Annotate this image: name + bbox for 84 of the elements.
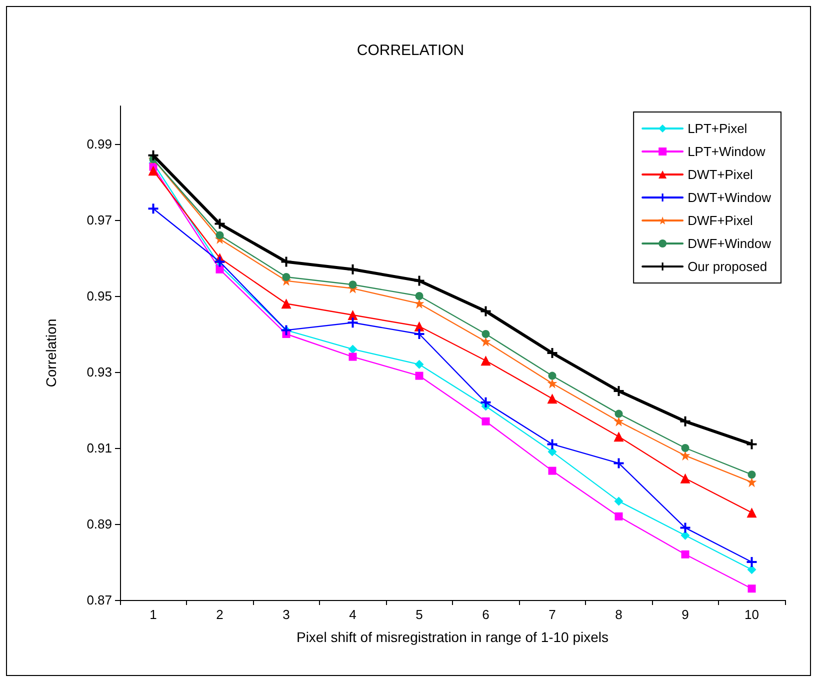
point bbox=[281, 256, 292, 267]
point bbox=[282, 273, 290, 281]
legend-label: LPT+Pixel bbox=[688, 121, 748, 136]
legend-label: DWF+Pixel bbox=[688, 213, 754, 228]
point bbox=[547, 439, 558, 450]
point bbox=[746, 439, 757, 450]
x-tick-label: 3 bbox=[282, 607, 290, 622]
legend-label: DWT+Window bbox=[688, 190, 772, 205]
point bbox=[614, 512, 623, 520]
y-tick-label: 0.99 bbox=[86, 136, 112, 152]
point bbox=[214, 256, 225, 267]
x-tick-label: 8 bbox=[615, 607, 622, 622]
point bbox=[415, 372, 424, 380]
legend-label: LPT+Window bbox=[688, 144, 766, 159]
x-tick-label: 5 bbox=[416, 607, 423, 622]
point bbox=[614, 432, 624, 442]
point bbox=[348, 318, 358, 328]
x-tick-label: 6 bbox=[482, 607, 490, 622]
x-tick-label: 7 bbox=[548, 607, 556, 622]
point bbox=[148, 204, 158, 214]
point bbox=[748, 584, 756, 593]
point bbox=[348, 310, 358, 320]
point bbox=[614, 416, 624, 426]
point bbox=[414, 321, 424, 332]
legend-label: DWT+Pixel bbox=[688, 167, 754, 182]
point bbox=[482, 330, 490, 338]
point bbox=[614, 496, 624, 506]
point bbox=[214, 218, 225, 229]
point bbox=[480, 356, 491, 366]
point bbox=[281, 298, 292, 309]
y-tick-label: 0.87 bbox=[86, 592, 112, 608]
point bbox=[681, 550, 690, 558]
point bbox=[414, 329, 424, 339]
point bbox=[216, 265, 224, 274]
point bbox=[348, 352, 357, 361]
x-tick-label: 4 bbox=[349, 607, 356, 622]
chart-title: CORRELATION bbox=[356, 42, 464, 59]
point bbox=[614, 458, 624, 468]
point bbox=[746, 557, 757, 567]
point bbox=[547, 378, 558, 388]
point bbox=[348, 344, 358, 354]
point bbox=[414, 276, 424, 286]
point bbox=[680, 522, 690, 533]
point bbox=[548, 447, 557, 456]
point bbox=[216, 231, 224, 240]
point bbox=[414, 298, 424, 309]
point bbox=[148, 150, 158, 160]
y-tick-label: 0.91 bbox=[86, 440, 112, 456]
point bbox=[414, 360, 424, 369]
point bbox=[547, 394, 558, 404]
point bbox=[681, 444, 690, 452]
x-tick-label: 2 bbox=[216, 607, 224, 622]
point bbox=[415, 292, 424, 300]
legend-label: DWF+Window bbox=[688, 236, 772, 251]
point bbox=[348, 264, 358, 274]
point bbox=[748, 470, 756, 479]
point bbox=[480, 306, 491, 316]
point bbox=[680, 530, 690, 540]
legend-label: Our proposed bbox=[688, 259, 768, 274]
x-axis-title: Pixel shift of misregistration in range of 1-10 pixels bbox=[296, 629, 609, 645]
point bbox=[746, 477, 757, 488]
point bbox=[480, 397, 491, 408]
y-tick-label: 0.89 bbox=[86, 516, 112, 532]
point bbox=[747, 565, 756, 574]
point bbox=[680, 416, 690, 426]
point bbox=[548, 372, 556, 380]
point bbox=[614, 386, 624, 396]
point bbox=[547, 348, 558, 358]
point bbox=[148, 166, 158, 176]
point bbox=[482, 417, 490, 426]
point bbox=[680, 473, 690, 484]
point bbox=[480, 336, 491, 347]
point bbox=[680, 450, 690, 461]
x-tick-label: 1 bbox=[150, 607, 157, 622]
x-tick-label: 9 bbox=[682, 607, 689, 622]
y-axis-title: Correlation bbox=[43, 318, 59, 388]
y-tick-label: 0.95 bbox=[86, 288, 112, 304]
point bbox=[548, 466, 556, 475]
x-tick-label: 10 bbox=[744, 607, 759, 622]
y-tick-label: 0.93 bbox=[86, 364, 112, 380]
y-tick-label: 0.97 bbox=[86, 212, 112, 228]
point bbox=[614, 410, 623, 418]
point bbox=[746, 508, 757, 518]
point bbox=[348, 280, 357, 289]
